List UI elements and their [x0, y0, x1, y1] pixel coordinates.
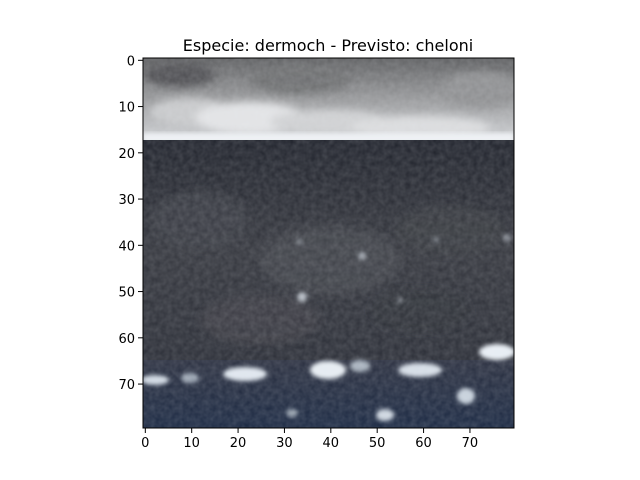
x-tick-label: 40 — [323, 436, 340, 451]
axes-frame — [142, 57, 515, 429]
chart-title: Especie: dermoch - Previsto: cheloni — [183, 36, 473, 55]
y-tick-label: 50 — [118, 286, 135, 301]
x-tick-label: 10 — [183, 436, 200, 451]
x-tick-label: 70 — [462, 436, 479, 451]
y-tick-label: 30 — [118, 193, 135, 208]
y-axis: 0 10 20 30 40 50 60 70 — [118, 54, 143, 393]
y-tick-label: 70 — [118, 378, 135, 393]
x-tick-label: 30 — [276, 436, 293, 451]
y-tick-label: 60 — [118, 332, 135, 347]
x-tick-label: 50 — [369, 436, 386, 451]
y-tick-label: 0 — [127, 54, 135, 69]
grain-overlay — [143, 58, 514, 428]
x-tick-label: 60 — [415, 436, 432, 451]
x-tick-label: 20 — [230, 436, 247, 451]
y-tick-label: 20 — [118, 147, 135, 162]
y-tick-label: 10 — [118, 101, 135, 116]
x-axis: 0 10 20 30 40 50 60 70 — [141, 428, 478, 451]
heatmap-image — [143, 58, 514, 428]
x-tick-label: 0 — [141, 436, 149, 451]
y-tick-label: 40 — [118, 239, 135, 254]
